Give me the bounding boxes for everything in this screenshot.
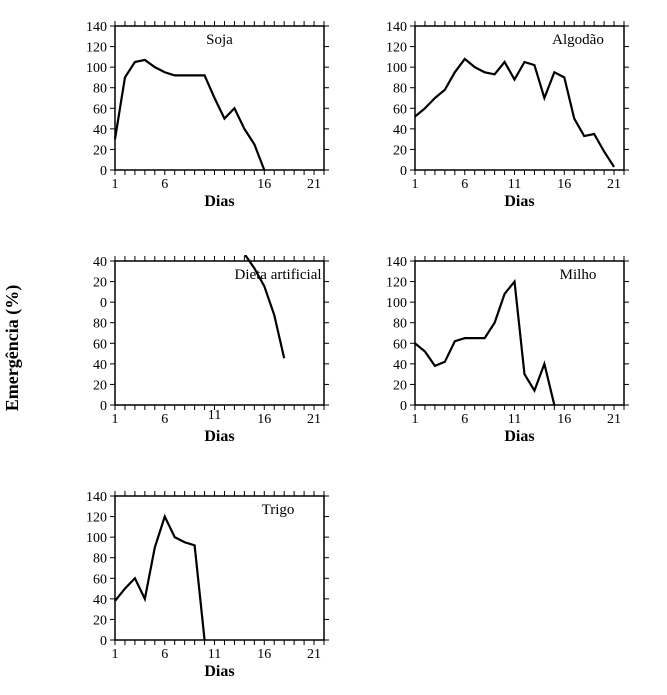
y-tick-label: 20: [393, 143, 407, 158]
panel-title: Soja: [206, 32, 233, 48]
y-tick-label: 40: [93, 593, 107, 608]
series-line: [415, 59, 614, 167]
y-tick-label: 0: [100, 164, 107, 179]
y-tick-label: 100: [386, 61, 407, 76]
y-tick-label: 0: [400, 164, 407, 179]
x-tick-label: 1: [412, 177, 419, 192]
x-axis-label: Dias: [504, 428, 534, 445]
series-line: [415, 282, 554, 405]
y-tick-label: 0: [100, 399, 107, 414]
y-tick-label: 80: [93, 82, 107, 97]
y-tick-label: 120: [86, 511, 107, 526]
x-tick-label: 6: [161, 412, 168, 427]
x-tick-label: 1: [112, 412, 119, 427]
panel-milho: 02040608010012014016111621DiasMilho: [375, 255, 630, 445]
y-tick-label: 120: [386, 276, 407, 291]
y-tick-label: 140: [86, 20, 107, 35]
y-tick-label: 100: [386, 296, 407, 311]
figure-container: Emergência (%) 020406080100120140161621D…: [0, 0, 667, 695]
x-tick-label: 21: [307, 647, 321, 662]
x-tick-label: 21: [307, 177, 321, 192]
y-tick-label: 20: [93, 613, 107, 628]
x-axis-label: Dias: [504, 193, 534, 210]
x-tick-label: 1: [112, 647, 119, 662]
series-line: [115, 60, 264, 170]
y-axis-shared-label: Emergência (%): [2, 284, 23, 410]
x-tick-label: 16: [557, 412, 571, 427]
y-tick-label: 80: [93, 317, 107, 332]
x-tick-label: 6: [461, 412, 468, 427]
y-tick-label: 100: [86, 531, 107, 546]
x-tick-label: 16: [257, 647, 271, 662]
y-tick-label: 60: [93, 337, 107, 352]
x-tick-label: 6: [461, 177, 468, 192]
x-tick-label: 6: [161, 647, 168, 662]
y-tick-label: 120: [86, 41, 107, 56]
panel-trigo: 02040608010012014016111621DiasTrigo: [75, 490, 330, 680]
y-tick-label: 60: [393, 337, 407, 352]
y-tick-label: 60: [93, 102, 107, 117]
x-axis-label: Dias: [204, 193, 234, 210]
x-tick-label: 16: [257, 177, 271, 192]
x-tick-label: 21: [607, 177, 621, 192]
y-tick-label: 0: [400, 399, 407, 414]
y-tick-label: 0: [100, 634, 107, 649]
x-tick-label: 21: [307, 412, 321, 427]
y-tick-label: 20: [393, 378, 407, 393]
x-tick-label: 21: [607, 412, 621, 427]
x-tick-label: 1: [412, 412, 419, 427]
y-tick-label: 140: [86, 490, 107, 505]
x-axis-label: Dias: [204, 428, 234, 445]
y-tick-label: 40: [393, 123, 407, 138]
x-tick-label: 16: [557, 177, 571, 192]
x-tick-label: 11: [508, 412, 521, 427]
y-tick-label: 60: [93, 572, 107, 587]
x-tick-label: 11: [208, 647, 221, 662]
y-tick-label: 20: [93, 143, 107, 158]
y-tick-label: 140: [386, 20, 407, 35]
panel-algodao: 02040608010012014016111621DiasAlgodão: [375, 20, 630, 210]
x-tick-label: 11: [208, 408, 221, 423]
x-tick-label: 16: [257, 412, 271, 427]
x-tick-label: 11: [508, 177, 521, 192]
y-tick-label: 40: [393, 358, 407, 373]
y-tick-label: 100: [86, 61, 107, 76]
panel-title: Milho: [560, 267, 597, 283]
y-tick-label: 40: [93, 358, 107, 373]
y-tick-label: 0: [100, 296, 107, 311]
y-tick-label: 80: [93, 552, 107, 567]
panel-dieta: 0204060800204016111621DiasDieta artifici…: [75, 255, 330, 445]
panel-title: Dieta artificial: [234, 267, 321, 283]
y-tick-label: 40: [93, 255, 107, 270]
panel-title: Trigo: [262, 502, 295, 518]
y-tick-label: 60: [393, 102, 407, 117]
y-tick-label: 80: [393, 82, 407, 97]
panel-soja: 020406080100120140161621DiasSoja: [75, 20, 330, 210]
series-line: [115, 517, 205, 640]
y-tick-label: 80: [393, 317, 407, 332]
y-tick-label: 40: [93, 123, 107, 138]
panel-title: Algodão: [552, 32, 604, 48]
x-tick-label: 1: [112, 177, 119, 192]
y-tick-label: 20: [93, 276, 107, 291]
x-axis-label: Dias: [204, 663, 234, 680]
y-tick-label: 20: [93, 378, 107, 393]
x-tick-label: 6: [161, 177, 168, 192]
y-tick-label: 120: [386, 41, 407, 56]
y-tick-label: 140: [386, 255, 407, 270]
